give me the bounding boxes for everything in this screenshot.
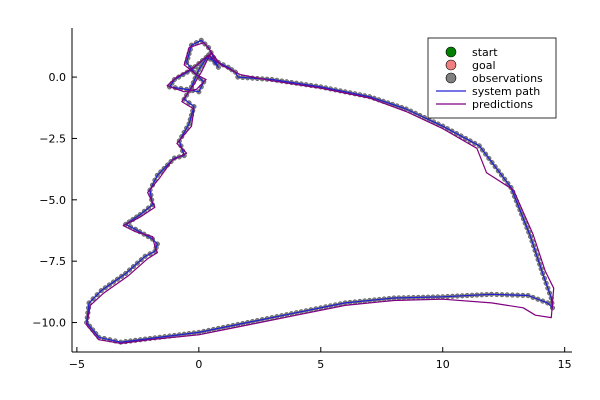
predictions-line xyxy=(85,42,555,344)
legend-label: observations xyxy=(472,72,543,85)
ticks-layer: −5 0 5 10 15 0.0 −2.5 −5.0 −7.5 −10.0 xyxy=(32,71,571,371)
legend-label: start xyxy=(472,46,498,59)
y-tick-label: 0.0 xyxy=(49,71,67,84)
y-tick-label: −2.5 xyxy=(39,132,66,145)
legend-label: predictions xyxy=(472,98,533,111)
x-tick-label: 5 xyxy=(317,358,324,371)
series-layer xyxy=(85,39,555,344)
x-tick-label: 0 xyxy=(195,358,202,371)
y-tick-label: −7.5 xyxy=(39,255,66,268)
legend-marker xyxy=(445,72,457,84)
x-tick-label: 10 xyxy=(436,358,450,371)
y-tick-label: −10.0 xyxy=(32,317,66,330)
axes-layer xyxy=(71,28,572,353)
legend-marker xyxy=(445,46,457,58)
legend-label: system path xyxy=(472,85,540,98)
legend-marker xyxy=(445,59,457,71)
x-tick-label: 15 xyxy=(558,358,572,371)
x-tick-label: −5 xyxy=(69,358,85,371)
legend-label: goal xyxy=(472,59,496,72)
y-tick-label: −5.0 xyxy=(39,194,66,207)
